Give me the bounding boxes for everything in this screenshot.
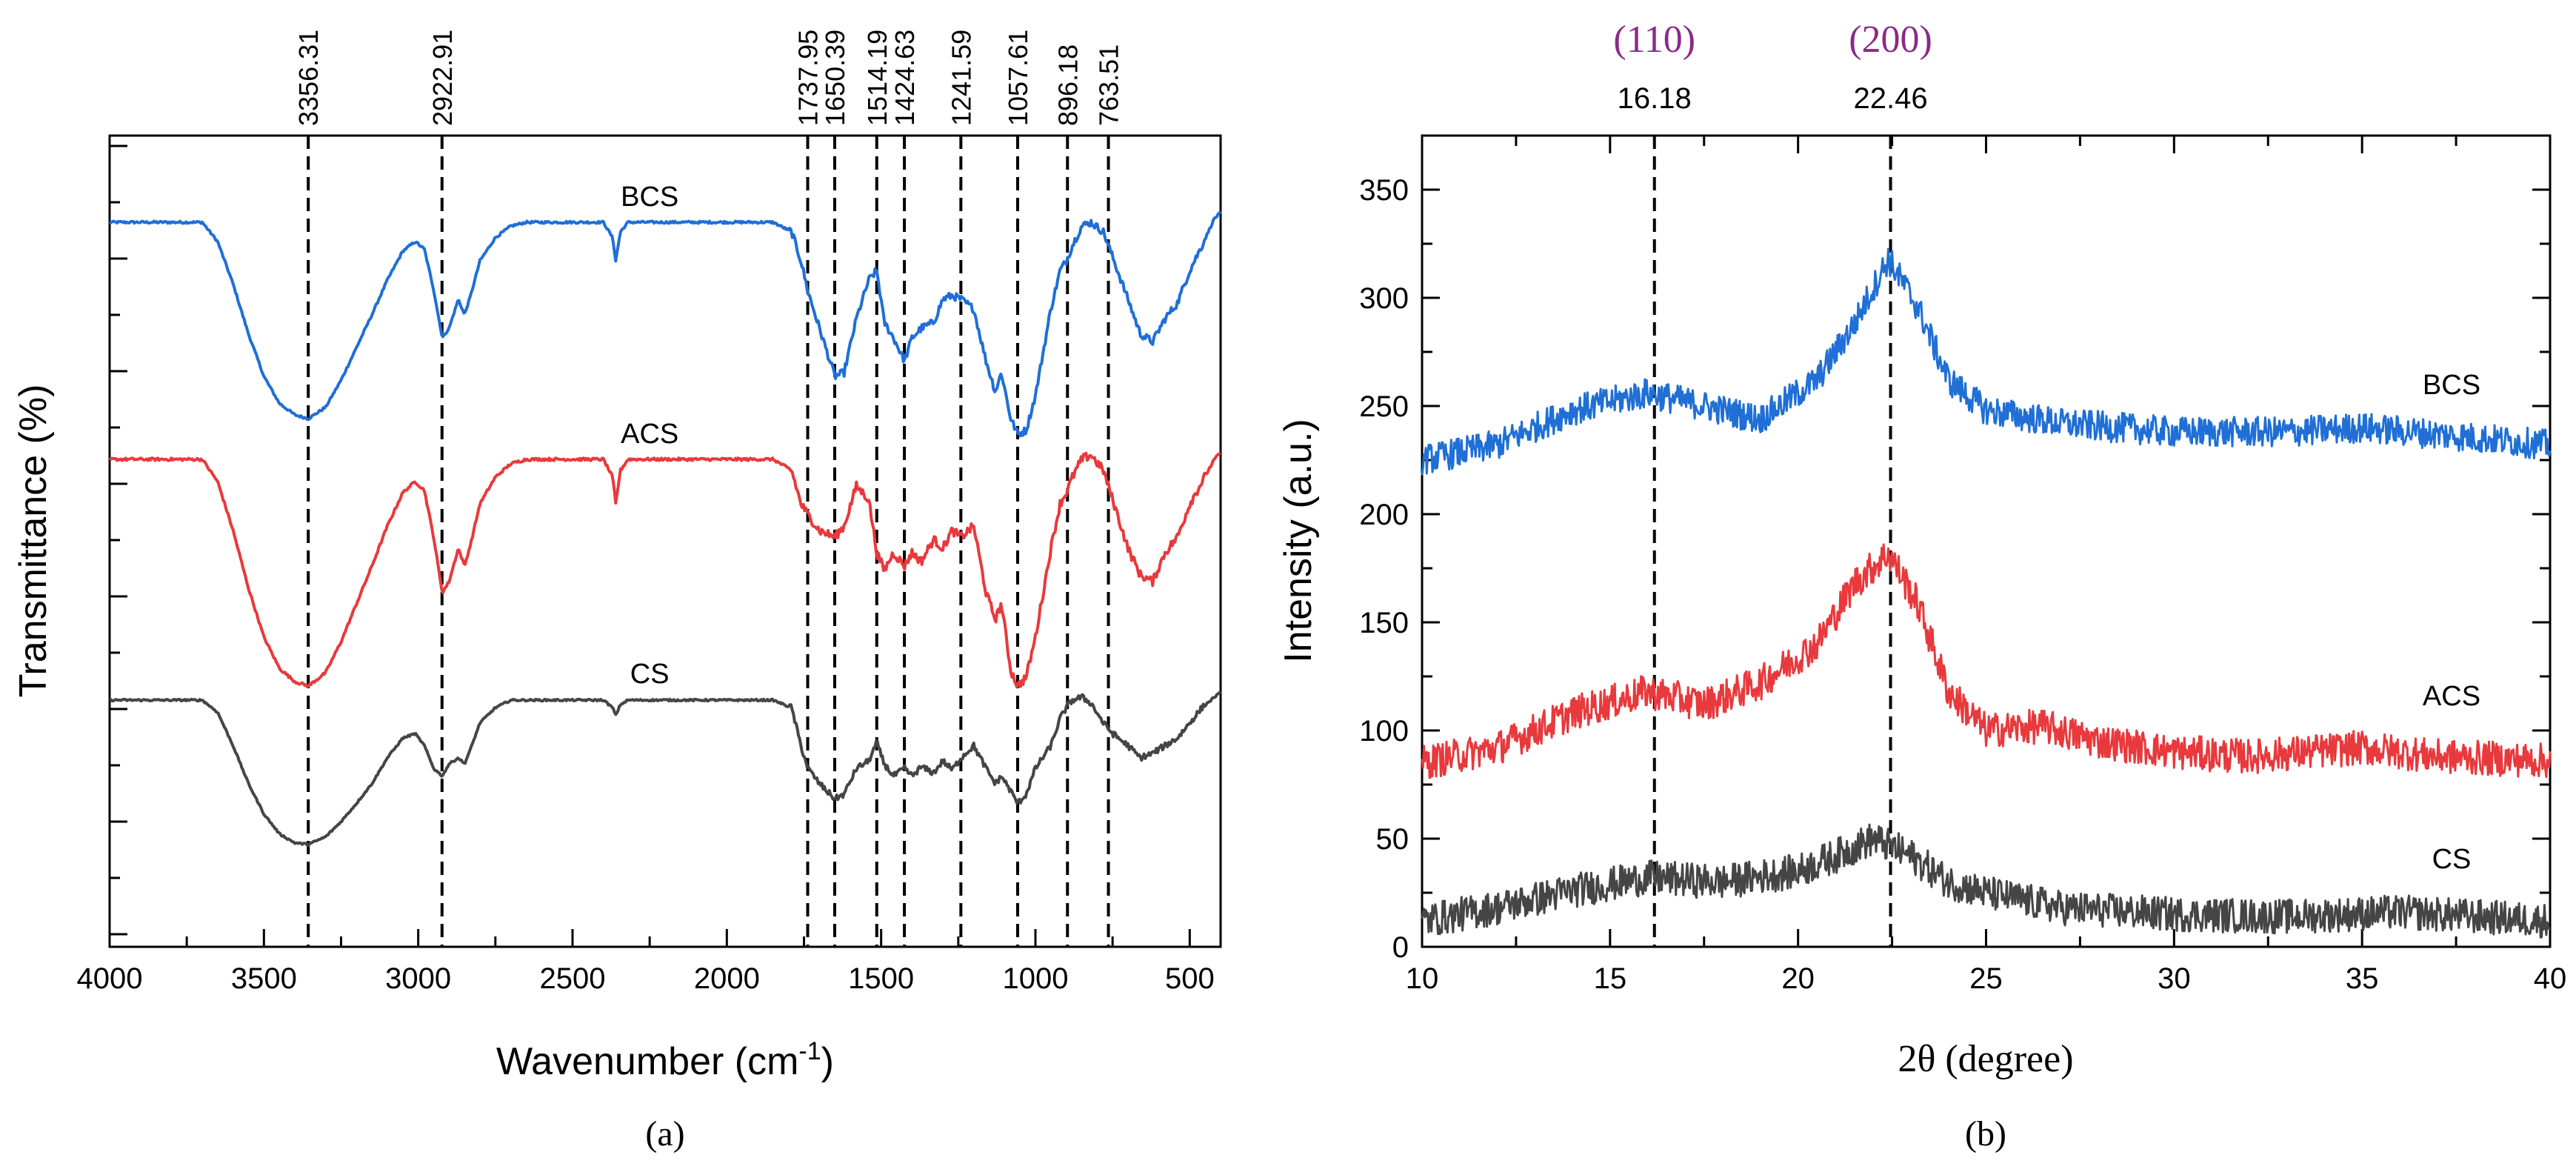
ftir-peak-label: 896.18 bbox=[1052, 44, 1083, 126]
xrd-x-tick-label: 30 bbox=[2158, 962, 2191, 995]
ftir-peak-label: 1650.39 bbox=[820, 30, 850, 126]
xrd-x-ticks: 10 15 20 25 30 35 40 bbox=[1406, 136, 2567, 995]
ftir-peak-label: 1241.59 bbox=[946, 30, 976, 126]
xrd-x-tick-label: 20 bbox=[1781, 962, 1815, 995]
ftir-y-axis-title: Transmittance (%) bbox=[12, 385, 55, 698]
ftir-peak-label: 1737.95 bbox=[793, 30, 824, 126]
ftir-x-tick-label: 2000 bbox=[694, 962, 760, 995]
ftir-x-tick-label: 3000 bbox=[385, 962, 451, 995]
xrd-y-axis-title: Intensity (a.u.) bbox=[1277, 419, 1320, 662]
ftir-x-ticks: 4000 3500 3000 2500 2000 1500 1000 500 bbox=[77, 929, 1215, 995]
xrd-x-tick-label: 15 bbox=[1594, 962, 1627, 995]
ftir-chart: 4000 3500 3000 2500 2000 1500 1000 500 3356.31 2… bbox=[12, 30, 1222, 1154]
xrd-y-tick-label: 200 bbox=[1359, 499, 1409, 531]
xrd-x-axis-title: 2θ (degree) bbox=[1898, 1038, 2073, 1080]
ftir-series-cs bbox=[109, 690, 1222, 847]
xrd-series-cs bbox=[1421, 823, 2551, 939]
ftir-peak-label: 1057.61 bbox=[1003, 30, 1033, 126]
xrd-miller-index: (110) bbox=[1613, 19, 1695, 61]
ftir-peak-label: 1424.63 bbox=[890, 30, 920, 126]
xrd-peak-markers: 16.18 (110) 22.46 (200) bbox=[1613, 19, 1932, 947]
xrd-x-tick-label: 25 bbox=[1969, 962, 2003, 995]
panel-b-label: (b) bbox=[1965, 1114, 2006, 1154]
ftir-y-ticks bbox=[110, 144, 127, 936]
ftir-label-acs: ACS bbox=[621, 419, 678, 450]
ftir-peak-label: 3356.31 bbox=[293, 30, 324, 126]
ftir-label-bcs: BCS bbox=[621, 182, 678, 213]
xrd-x-tick-label: 40 bbox=[2534, 962, 2567, 995]
xrd-peak-label: 16.18 bbox=[1618, 82, 1692, 115]
xrd-y-tick-label: 350 bbox=[1359, 174, 1409, 207]
xrd-miller-index: (200) bbox=[1849, 19, 1932, 61]
xrd-chart: 0 50 100 150 200 250 300 350 10 15 20 25 30 35 40 16.… bbox=[1277, 19, 2566, 1154]
xrd-y-tick-label: 50 bbox=[1376, 823, 1409, 856]
xrd-y-tick-label: 150 bbox=[1359, 607, 1409, 639]
xrd-label-bcs: BCS bbox=[2423, 370, 2480, 401]
xrd-plot-frame bbox=[1421, 134, 2552, 948]
ftir-series-bcs bbox=[108, 210, 1222, 438]
ftir-peak-label: 2922.91 bbox=[427, 30, 458, 126]
ftir-peak-label: 1514.19 bbox=[862, 30, 892, 126]
ftir-x-tick-label: 500 bbox=[1165, 962, 1215, 995]
ftir-series-acs bbox=[108, 451, 1221, 689]
ftir-label-cs: CS bbox=[630, 659, 670, 690]
ftir-series: BCS ACS CS bbox=[108, 182, 1222, 847]
ftir-x-tick-label: 4000 bbox=[77, 962, 143, 995]
panel-a-label: (a) bbox=[645, 1114, 684, 1154]
xrd-series-acs bbox=[1421, 543, 2552, 779]
xrd-y-tick-label: 100 bbox=[1359, 715, 1409, 748]
xrd-label-cs: CS bbox=[2432, 844, 2472, 875]
xrd-peak-label: 22.46 bbox=[1853, 82, 1927, 115]
xrd-x-tick-label: 35 bbox=[2346, 962, 2379, 995]
ftir-x-tick-label: 1500 bbox=[848, 962, 914, 995]
ftir-x-axis-title: Wavenumber (cm-1) bbox=[496, 1037, 834, 1083]
xrd-y-tick-label: 0 bbox=[1392, 931, 1409, 964]
ftir-x-tick-label: 2500 bbox=[540, 962, 606, 995]
xrd-y-tick-label: 300 bbox=[1359, 282, 1409, 315]
xrd-series: BCS ACS CS bbox=[1421, 247, 2552, 939]
xrd-x-tick-label: 10 bbox=[1406, 962, 1439, 995]
xrd-series-bcs bbox=[1421, 247, 2552, 476]
xrd-label-acs: ACS bbox=[2423, 681, 2480, 712]
ftir-x-tick-label: 1000 bbox=[1003, 962, 1069, 995]
ftir-plot-frame bbox=[108, 134, 1222, 948]
xrd-y-tick-label: 250 bbox=[1359, 390, 1409, 423]
xrd-y-ticks: 0 50 100 150 200 250 300 350 bbox=[1359, 174, 2550, 964]
ftir-x-tick-label: 3500 bbox=[231, 962, 297, 995]
ftir-peak-label: 763.51 bbox=[1094, 44, 1124, 126]
